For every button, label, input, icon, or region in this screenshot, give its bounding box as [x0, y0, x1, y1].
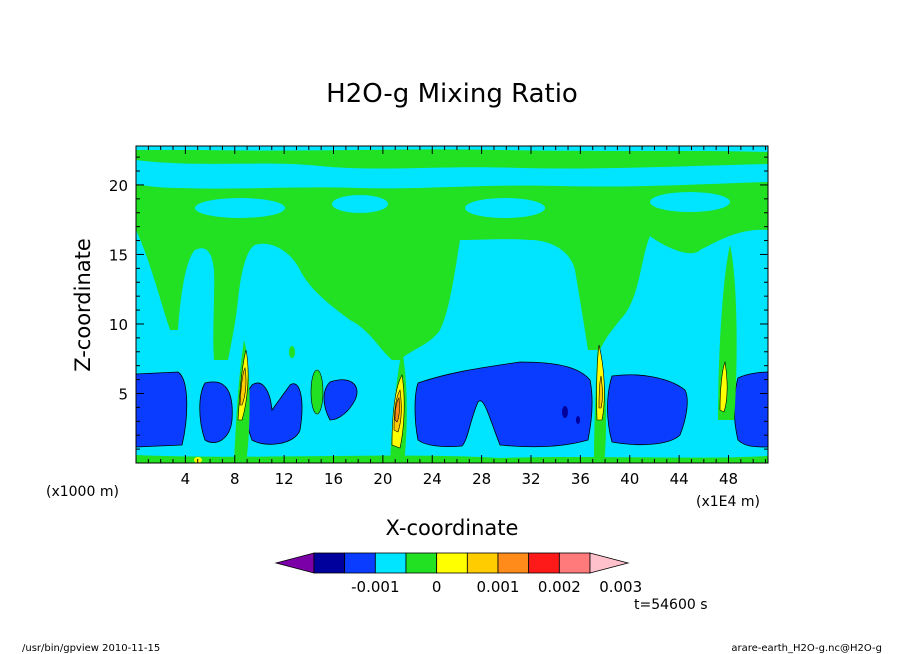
small-moist-cell [289, 346, 295, 358]
dry-layers [136, 361, 768, 448]
x-scale-label: (x1E4 m) [696, 494, 760, 510]
x-axis-title: X-coordinate [386, 516, 519, 540]
small-moist-cell [310, 369, 324, 415]
x-unit-label: (x1000 m) [46, 484, 119, 500]
dry-pocket [332, 195, 388, 213]
y-tick-label: 15 [109, 246, 128, 264]
x-tick-label: 24 [423, 470, 442, 488]
colorbar-over-triangle [589, 552, 630, 574]
colorbar-label: 0 [432, 578, 442, 596]
colorbar-label: -0.001 [351, 578, 399, 596]
dry-layer-far [733, 371, 768, 448]
updraft-core [598, 375, 603, 409]
colorbar-segment [528, 552, 560, 574]
colorbar-segment [374, 552, 407, 574]
colorbar-segment [466, 552, 499, 574]
dry-pocket [195, 198, 285, 218]
dry-pocket [650, 192, 730, 212]
colorbar-segment [436, 552, 468, 574]
x-tick-label: 40 [620, 470, 639, 488]
upper-dry-band-2 [136, 146, 768, 152]
upper-dry-band [136, 160, 768, 189]
dry-layer-right [607, 374, 688, 446]
y-tick-label: 20 [109, 177, 128, 195]
small-dry-cell [576, 416, 580, 424]
colorbar-segment [405, 552, 438, 574]
dry-pocket [465, 198, 545, 218]
small-dry-cell [562, 406, 568, 418]
colorbar-under-triangle [274, 552, 315, 574]
time-label: t=54600 s [634, 597, 708, 613]
x-tick-label: 12 [275, 470, 294, 488]
x-tick-label: 20 [373, 470, 392, 488]
updraft-core [719, 360, 728, 413]
x-tick-label: 28 [472, 470, 491, 488]
x-tick-labels: 4 8 12 16 20 24 28 32 36 40 44 48 [181, 470, 738, 488]
x-tick-label: 44 [670, 470, 689, 488]
x-tick-label: 32 [521, 470, 540, 488]
upper-moist-layer [136, 146, 768, 360]
colorbar-label: 0.003 [599, 578, 642, 596]
colorbar-segment [558, 552, 591, 574]
colorbar [274, 552, 630, 574]
x-tick-label: 4 [181, 470, 191, 488]
updraft-core [239, 367, 247, 406]
y-axis-title: Z-coordinate [71, 238, 95, 372]
y-tick-label: 10 [109, 316, 128, 334]
dry-layer-low [136, 371, 188, 448]
colorbar-segment [344, 552, 376, 574]
updraft-core [394, 397, 400, 423]
surface-moist-layer [136, 455, 768, 463]
x-ticks [147, 146, 767, 463]
footer-left: /usr/bin/gpview 2010-11-15 [22, 643, 160, 654]
dry-layer-mid3 [323, 379, 358, 421]
colorbar-labels: -0.001 0 0.001 0.002 0.003 [351, 578, 642, 596]
footer-right: arare-earth_H2O-g.nc@H2O-g [731, 643, 882, 654]
y-tick-labels: 5 10 15 20 [109, 177, 128, 404]
y-tick-label: 5 [118, 385, 128, 403]
updrafts [234, 245, 737, 463]
x-tick-label: 16 [324, 470, 343, 488]
plot-frame [135, 145, 769, 464]
chart-title: H2O-g Mixing Ratio [326, 79, 578, 109]
colorbar-label: 0.001 [477, 578, 520, 596]
colorbar-segment [313, 552, 346, 574]
colorbar-label: 0.002 [538, 578, 581, 596]
x-tick-label: 36 [571, 470, 590, 488]
colorbar-segment [497, 552, 530, 574]
x-tick-label: 48 [719, 470, 738, 488]
y-ticks [136, 156, 768, 450]
dry-layer-mid [199, 381, 233, 444]
dry-layer-wide [414, 361, 593, 448]
x-tick-label: 8 [230, 470, 240, 488]
plot-area [136, 146, 768, 463]
